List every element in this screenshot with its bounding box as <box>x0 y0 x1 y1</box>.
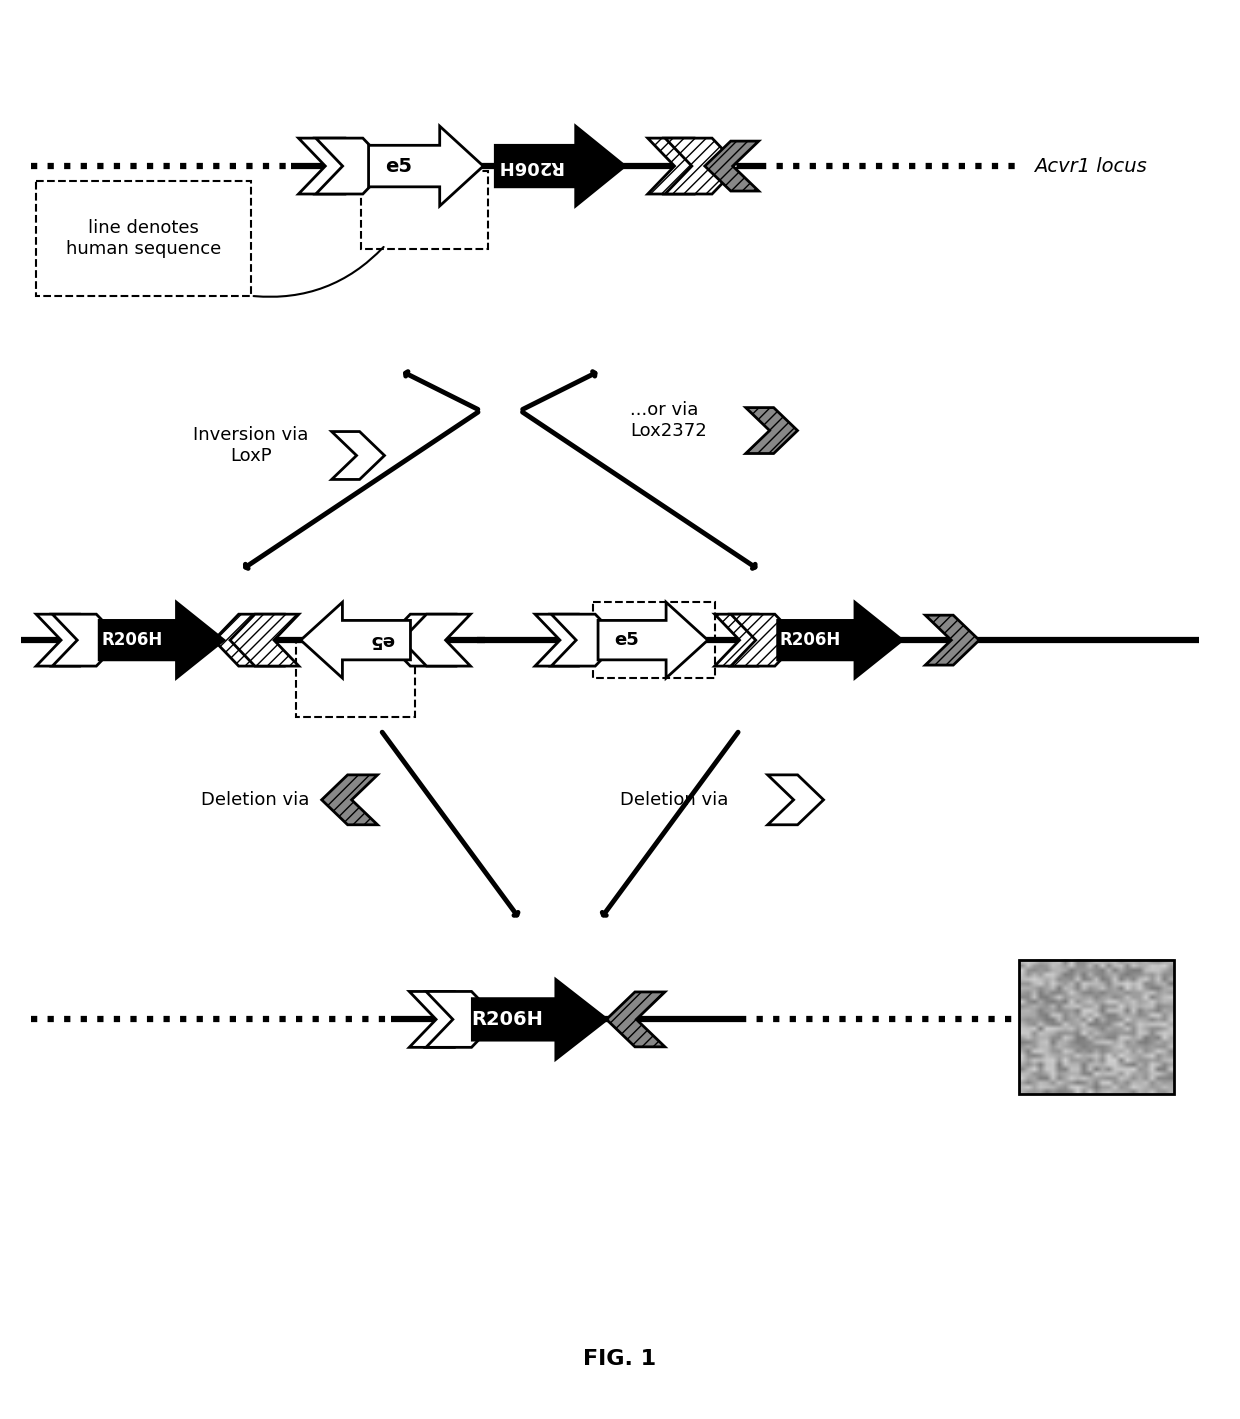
Polygon shape <box>777 602 903 678</box>
Polygon shape <box>472 979 608 1060</box>
Text: e5: e5 <box>370 631 394 648</box>
Polygon shape <box>647 138 722 194</box>
Polygon shape <box>368 126 484 206</box>
Polygon shape <box>331 431 384 480</box>
Polygon shape <box>229 614 299 666</box>
Text: Deletion via: Deletion via <box>620 790 728 809</box>
Polygon shape <box>36 614 105 666</box>
Polygon shape <box>925 616 980 666</box>
Polygon shape <box>299 138 372 194</box>
Polygon shape <box>606 992 665 1047</box>
Polygon shape <box>321 775 377 824</box>
Text: Deletion via: Deletion via <box>201 790 309 809</box>
Text: R206H: R206H <box>780 631 841 648</box>
Polygon shape <box>768 775 823 824</box>
Bar <box>593 602 714 678</box>
Text: Acvr1 locus: Acvr1 locus <box>1034 156 1147 176</box>
Text: FIG. 1: FIG. 1 <box>584 1348 656 1369</box>
Text: R206H: R206H <box>100 631 162 648</box>
Polygon shape <box>714 614 784 666</box>
Bar <box>295 643 415 717</box>
Polygon shape <box>730 614 800 666</box>
Polygon shape <box>598 602 708 678</box>
Polygon shape <box>704 140 759 192</box>
Text: line denotes
human sequence: line denotes human sequence <box>66 219 221 258</box>
Text: R206H: R206H <box>471 1010 543 1029</box>
Polygon shape <box>99 602 224 678</box>
Polygon shape <box>213 614 283 666</box>
Polygon shape <box>402 614 470 666</box>
Polygon shape <box>665 138 739 194</box>
Polygon shape <box>301 602 410 678</box>
Text: R206H: R206H <box>496 158 562 175</box>
Polygon shape <box>552 614 620 666</box>
Polygon shape <box>427 992 498 1047</box>
Polygon shape <box>534 614 604 666</box>
Text: e5: e5 <box>384 156 412 176</box>
Text: ...or via
Lox2372: ...or via Lox2372 <box>630 402 707 440</box>
Polygon shape <box>745 407 797 454</box>
Bar <box>1019 959 1174 1094</box>
Polygon shape <box>386 614 454 666</box>
Polygon shape <box>316 138 389 194</box>
Bar <box>361 172 489 248</box>
Polygon shape <box>495 126 625 206</box>
Text: e5: e5 <box>614 631 639 648</box>
Bar <box>36 182 250 295</box>
Polygon shape <box>409 992 481 1047</box>
Polygon shape <box>52 614 122 666</box>
Text: Inversion via
LoxP: Inversion via LoxP <box>193 426 309 465</box>
